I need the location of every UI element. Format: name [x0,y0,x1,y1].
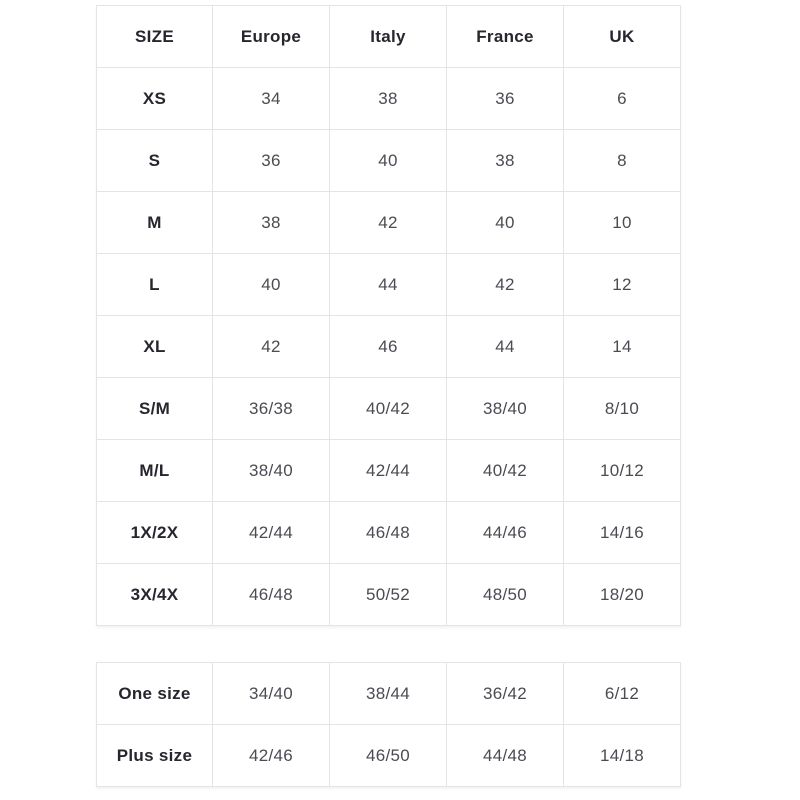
size-value-cell: 42 [446,253,564,316]
size-value-cell: 8 [563,129,681,192]
size-value-cell: 14 [563,315,681,378]
size-value-cell: 42 [329,191,447,254]
table-row: M/L 38/40 42/44 40/42 10/12 [96,439,681,502]
size-value-cell: 6 [563,67,681,130]
column-header: Europe [212,5,330,68]
row-label: L [96,253,213,316]
size-value-cell: 40 [446,191,564,254]
size-value-cell: 42/46 [212,724,330,787]
size-conversion-table: SIZE Europe Italy France UK XS 34 38 36 6 S 36 40 38 8… [96,5,681,626]
size-value-cell: 44 [446,315,564,378]
row-label: Plus size [96,724,213,787]
row-label: S [96,129,213,192]
table-row: S/M 36/38 40/42 38/40 8/10 [96,377,681,440]
size-value-cell: 42/44 [329,439,447,502]
size-value-cell: 34/40 [212,662,330,725]
row-label: M [96,191,213,254]
size-value-cell: 10 [563,191,681,254]
size-value-cell: 42/44 [212,501,330,564]
size-value-cell: 50/52 [329,563,447,626]
size-value-cell: 36/42 [446,662,564,725]
size-value-cell: 38 [446,129,564,192]
row-label: XL [96,315,213,378]
row-label: One size [96,662,213,725]
size-value-cell: 38 [329,67,447,130]
table-row: M 38 42 40 10 [96,191,681,254]
size-value-cell: 14/18 [563,724,681,787]
size-value-cell: 14/16 [563,501,681,564]
row-label: 3X/4X [96,563,213,626]
size-value-cell: 36 [212,129,330,192]
row-label: 1X/2X [96,501,213,564]
size-value-cell: 46 [329,315,447,378]
table-row: L 40 44 42 12 [96,253,681,316]
size-value-cell: 46/50 [329,724,447,787]
size-value-cell: 46/48 [212,563,330,626]
size-value-cell: 44 [329,253,447,316]
table-row: S 36 40 38 8 [96,129,681,192]
size-value-cell: 44/46 [446,501,564,564]
table-row: 3X/4X 46/48 50/52 48/50 18/20 [96,563,681,626]
row-label: XS [96,67,213,130]
column-header: SIZE [96,5,213,68]
size-value-cell: 38/44 [329,662,447,725]
table-row: XS 34 38 36 6 [96,67,681,130]
size-value-cell: 40/42 [446,439,564,502]
column-header: France [446,5,564,68]
table-row: One size 34/40 38/44 36/42 6/12 [96,662,681,725]
size-value-cell: 48/50 [446,563,564,626]
header-row: SIZE Europe Italy France UK [96,5,681,68]
size-value-cell: 38 [212,191,330,254]
size-value-cell: 36/38 [212,377,330,440]
size-value-cell: 38/40 [212,439,330,502]
size-value-cell: 8/10 [563,377,681,440]
row-label: M/L [96,439,213,502]
size-value-cell: 6/12 [563,662,681,725]
column-header: Italy [329,5,447,68]
table-row: Plus size 42/46 46/50 44/48 14/18 [96,724,681,787]
size-value-cell: 36 [446,67,564,130]
size-value-cell: 10/12 [563,439,681,502]
size-value-cell: 34 [212,67,330,130]
size-value-cell: 18/20 [563,563,681,626]
table-row: XL 42 46 44 14 [96,315,681,378]
row-label: S/M [96,377,213,440]
size-chart-container: SIZE Europe Italy France UK XS 34 38 36 6 S 36 40 38 8… [96,5,681,787]
size-value-cell: 44/48 [446,724,564,787]
size-value-cell: 42 [212,315,330,378]
table-row: 1X/2X 42/44 46/48 44/46 14/16 [96,501,681,564]
column-header: UK [563,5,681,68]
size-value-cell: 12 [563,253,681,316]
size-value-cell: 46/48 [329,501,447,564]
size-value-cell: 40 [329,129,447,192]
size-value-cell: 40/42 [329,377,447,440]
size-value-cell: 38/40 [446,377,564,440]
size-value-cell: 40 [212,253,330,316]
special-sizes-table: One size 34/40 38/44 36/42 6/12 Plus size 42/4… [96,662,681,787]
